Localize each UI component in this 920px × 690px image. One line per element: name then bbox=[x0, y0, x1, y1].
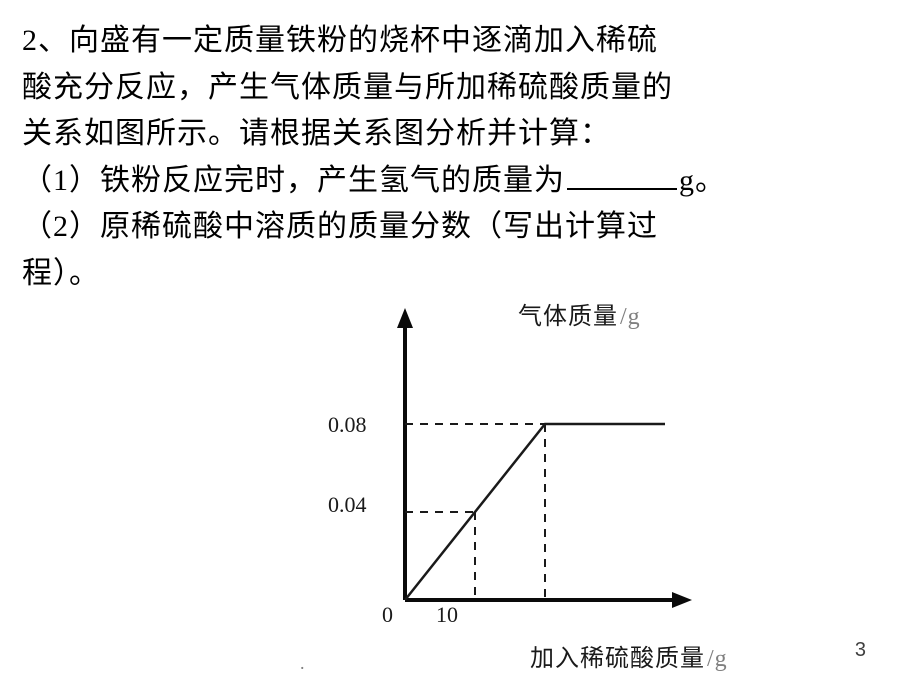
problem-text: 2、向盛有一定质量铁粉的烧杯中逐滴加入稀硫 酸充分反应，产生气体质量与所加稀硫酸… bbox=[22, 18, 898, 297]
x-arrowhead bbox=[672, 592, 692, 608]
chart-area: 气体质量/g 0.08 0.04 0 10 加入稀硫酸质量/g bbox=[320, 300, 740, 680]
answer-blank bbox=[567, 160, 677, 190]
y-tick-0.08: 0.08 bbox=[328, 412, 367, 438]
text-line-4-pre: （1）铁粉反应完时，产生氢气的质量为 bbox=[22, 164, 565, 197]
x-axis-unit: /g bbox=[707, 646, 728, 672]
data-line bbox=[405, 424, 665, 600]
y-axis-label: 气体质量/g bbox=[518, 296, 641, 331]
origin-label: 0 bbox=[382, 602, 393, 628]
problem-content: 2、向盛有一定质量铁粉的烧杯中逐滴加入稀硫 酸充分反应，产生气体质量与所加稀硫酸… bbox=[0, 0, 920, 297]
y-tick-0.04: 0.04 bbox=[328, 492, 367, 518]
page-number: 3 bbox=[855, 639, 866, 662]
text-line-6: 程）。 bbox=[22, 257, 100, 290]
x-tick-10: 10 bbox=[436, 602, 458, 628]
text-line-1: 2、向盛有一定质量铁粉的烧杯中逐滴加入稀硫 bbox=[22, 24, 658, 57]
text-line-4-post: g。 bbox=[679, 164, 726, 197]
x-axis-text: 加入稀硫酸质量 bbox=[530, 646, 705, 672]
y-axis-text: 气体质量 bbox=[518, 304, 618, 330]
text-line-5: （2）原稀硫酸中溶质的质量分数（写出计算过 bbox=[22, 210, 658, 243]
text-line-2: 酸充分反应，产生气体质量与所加稀硫酸质量的 bbox=[22, 71, 673, 104]
footer-mark: . bbox=[300, 653, 305, 674]
x-axis-label: 加入稀硫酸质量/g bbox=[530, 638, 728, 673]
y-arrowhead bbox=[397, 308, 413, 328]
text-line-3: 关系如图所示。请根据关系图分析并计算： bbox=[22, 117, 611, 150]
y-axis-unit: /g bbox=[620, 304, 641, 330]
